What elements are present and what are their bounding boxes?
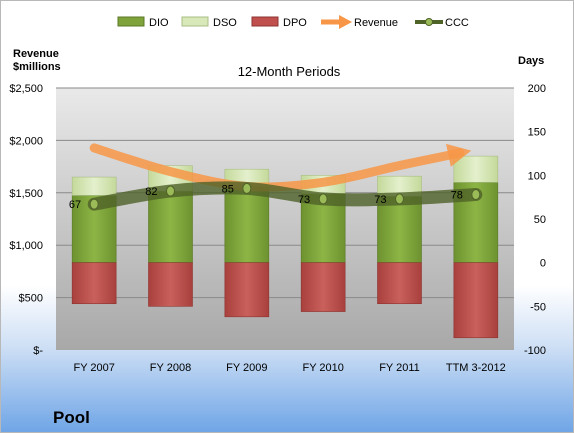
left-tick-label: $2,500 (9, 83, 43, 95)
left-axis-title-line2: $millions (13, 61, 61, 73)
right-axis-title: Days (518, 55, 544, 67)
legend-ccc-marker (425, 18, 433, 26)
category-label: FY 2010 (302, 362, 343, 374)
category-label: FY 2007 (73, 362, 114, 374)
right-tick-label: 50 (534, 214, 546, 226)
ccc-marker (89, 198, 99, 210)
ccc-marker (318, 193, 328, 205)
legend: DIO DSO DPO Revenue CCC (117, 15, 469, 29)
company-name: Pool (53, 408, 90, 427)
bar-dpo (453, 262, 499, 339)
category-labels: FY 2007 FY 2008 FY 2009 FY 2010 FY 2011 TTM 3… (73, 362, 505, 374)
right-tick-label: 0 (540, 258, 546, 270)
bar-dpo (71, 262, 117, 305)
ccc-data-label: 85 (222, 183, 234, 195)
ccc-marker (395, 193, 404, 205)
bar-dso (453, 155, 499, 183)
series-lines: 67 82 85 73 73 78 (69, 143, 483, 211)
legend-revenue-arrow (339, 15, 352, 29)
legend-dio-label: DIO (149, 17, 169, 29)
left-axis-title-line1: Revenue (13, 48, 59, 60)
legend-dpo-label: DPO (283, 17, 307, 29)
bars (71, 155, 499, 339)
left-tick-label: $500 (19, 293, 43, 305)
category-label: FY 2011 (379, 362, 420, 374)
right-tick-label: 100 (528, 170, 546, 182)
ccc-marker (166, 185, 175, 197)
bar-dio (224, 186, 270, 263)
ccc-data-label: 73 (374, 194, 386, 206)
chart-title: 12-Month Periods (238, 64, 341, 79)
bar-dso (71, 176, 117, 196)
legend-dso-swatch (181, 16, 209, 27)
bar-dio (148, 190, 193, 263)
right-tick-label: 200 (528, 83, 546, 95)
left-axis-ticks: $- $500 $1,000 $1,500 $2,000 $2,500 (9, 83, 43, 357)
bar-dpo (148, 262, 193, 307)
category-label: TTM 3-2012 (446, 362, 506, 374)
legend-dio-swatch (117, 16, 145, 27)
plot-area (56, 88, 514, 350)
left-tick-label: $1,500 (9, 188, 43, 200)
legend-dpo-swatch (251, 16, 279, 27)
left-tick-label: $2,000 (9, 135, 43, 147)
bar-dpo (377, 262, 422, 305)
ccc-data-label: 73 (298, 194, 310, 206)
right-tick-label: -50 (530, 301, 546, 313)
legend-revenue-label: Revenue (354, 17, 398, 29)
right-axis-ticks: -100 -50 0 50 100 150 200 (524, 83, 546, 357)
ccc-data-label: 67 (69, 199, 81, 211)
ccc-marker (471, 189, 481, 201)
left-tick-label: $- (33, 345, 43, 357)
right-tick-label: 150 (528, 127, 546, 139)
ccc-line (87, 181, 483, 211)
category-label: FY 2009 (226, 362, 267, 374)
bar-dpo (224, 262, 270, 318)
ccc-data-label: 82 (145, 186, 157, 198)
bar-dio (377, 195, 422, 263)
legend-ccc-label: CCC (445, 17, 469, 29)
right-tick-label: -100 (524, 345, 546, 357)
bar-dpo (300, 262, 346, 312)
category-label: FY 2008 (150, 362, 191, 374)
left-tick-label: $1,000 (9, 240, 43, 252)
legend-dso-label: DSO (213, 17, 237, 29)
ccc-marker (242, 182, 252, 194)
ccc-data-label: 78 (451, 190, 463, 202)
